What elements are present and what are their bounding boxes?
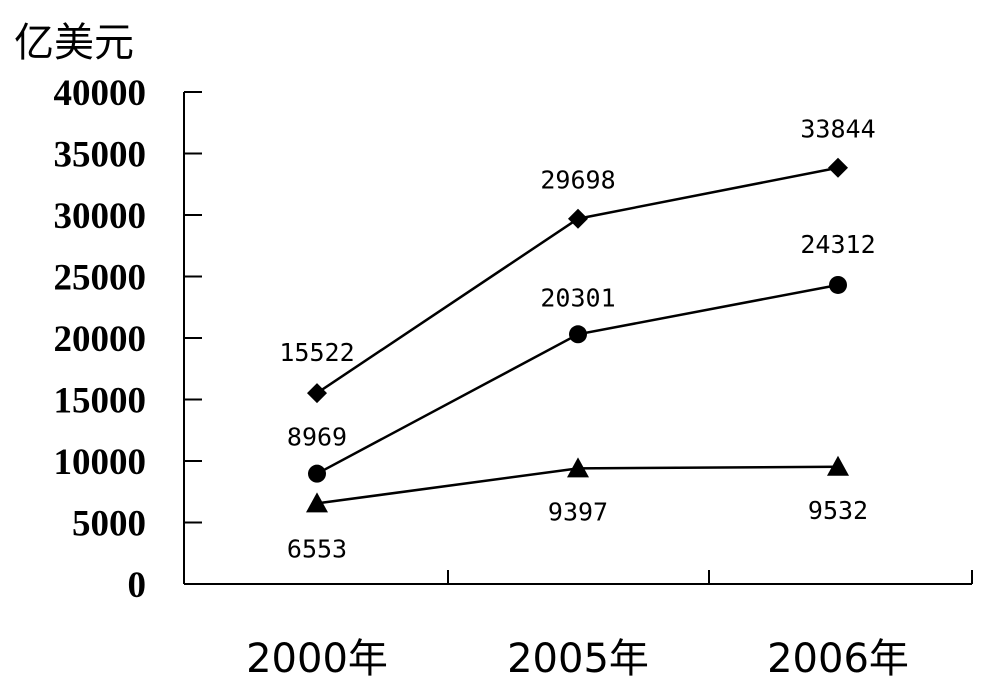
- data-label: 33844: [800, 115, 875, 144]
- y-tick-label: 30000: [54, 196, 147, 237]
- data-label: 9532: [808, 496, 868, 525]
- y-tick-label: 25000: [54, 258, 147, 299]
- data-point-triangle: [306, 492, 328, 513]
- data-label: 9397: [548, 497, 608, 526]
- data-point-diamond: [307, 383, 327, 404]
- data-label: 6553: [287, 534, 347, 563]
- y-tick-label: 40000: [54, 73, 147, 114]
- y-tick-label: 5000: [72, 504, 146, 545]
- data-label: 29698: [540, 166, 615, 195]
- series-line: [316, 166, 839, 395]
- x-tick-label: 2000年: [246, 636, 388, 682]
- x-tick-label: 2006年: [767, 636, 909, 682]
- y-axis-unit-label: 亿美元: [14, 20, 134, 66]
- data-point-circle: [569, 325, 587, 344]
- y-tick-label: 35000: [54, 135, 147, 176]
- y-tick-label: 10000: [54, 442, 147, 483]
- data-label: 24312: [800, 230, 875, 259]
- data-point-triangle: [827, 455, 849, 476]
- series-line: [316, 283, 839, 475]
- data-point-diamond: [568, 208, 588, 229]
- y-tick-label: 15000: [54, 381, 147, 422]
- data-point-circle: [308, 464, 326, 483]
- data-point-circle: [829, 275, 847, 294]
- x-tick-label: 2005年: [507, 636, 649, 682]
- data-label: 15522: [279, 338, 354, 367]
- data-point-diamond: [828, 157, 848, 178]
- data-label: 20301: [540, 283, 615, 312]
- y-tick-label: 0: [128, 565, 147, 606]
- data-point-triangle: [567, 457, 589, 478]
- y-tick-label: 20000: [54, 319, 147, 360]
- data-label: 8969: [287, 423, 347, 452]
